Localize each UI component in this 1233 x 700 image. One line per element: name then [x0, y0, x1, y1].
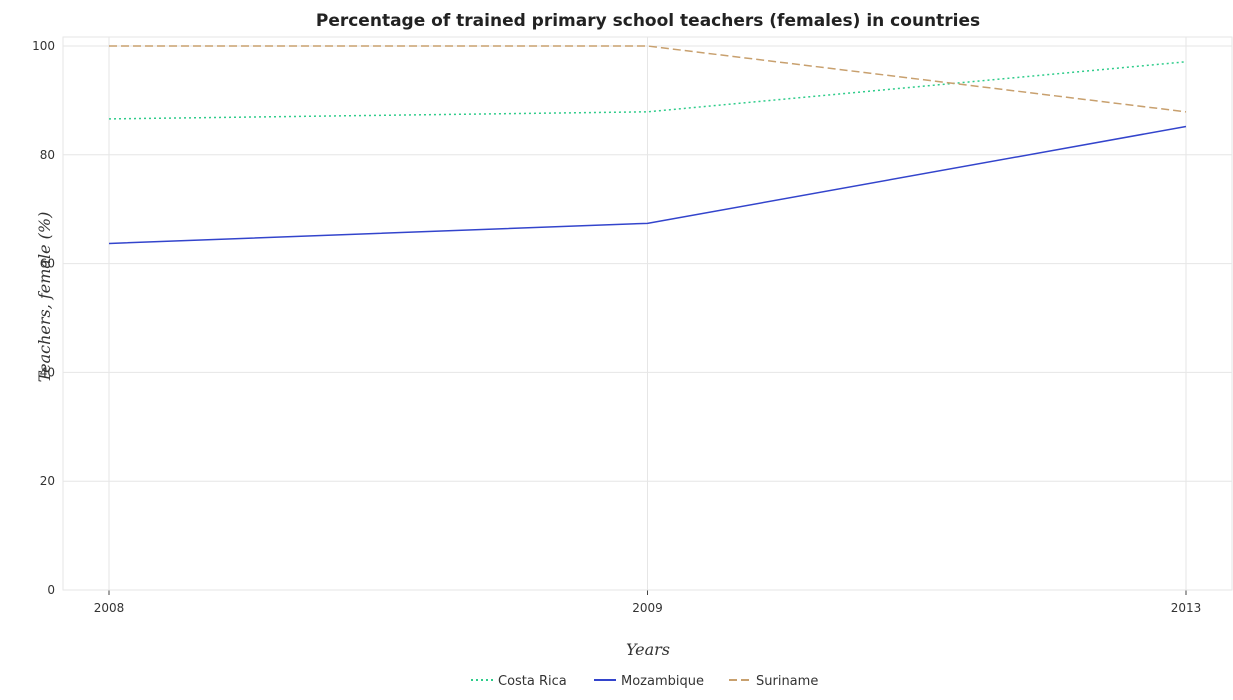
y-axis-label: Teachers, female (%) — [35, 212, 54, 383]
grid — [63, 37, 1232, 591]
x-tick-labels: 2008 2009 2013 — [94, 601, 1202, 615]
y-tick-label: 80 — [40, 148, 55, 162]
x-tick-label: 2009 — [632, 601, 663, 615]
series-lines — [108, 45, 1187, 245]
axes — [62, 36, 1233, 595]
y-tick-label: 0 — [47, 583, 55, 597]
plot-frame — [62, 36, 1233, 591]
y-tick-label: 20 — [40, 474, 55, 488]
legend-label: Mozambique — [621, 674, 704, 689]
chart-title: Percentage of trained primary school tea… — [316, 11, 980, 31]
y-tick-label: 60 — [40, 257, 55, 271]
y-tick-labels: 0 20 40 60 80 100 — [32, 39, 55, 597]
legend: Costa Rica Mozambique Suriname — [471, 674, 818, 689]
series-line-mozambique — [108, 125, 1187, 245]
legend-label: Suriname — [756, 674, 818, 689]
x-axis-label: Years — [626, 640, 670, 659]
y-tick-label: 40 — [40, 365, 55, 379]
legend-label: Costa Rica — [498, 674, 567, 689]
series-line-suriname — [109, 45, 1187, 113]
y-tick-label: 100 — [32, 39, 55, 53]
x-tick-label: 2008 — [94, 601, 125, 615]
x-tick-label: 2013 — [1171, 601, 1202, 615]
